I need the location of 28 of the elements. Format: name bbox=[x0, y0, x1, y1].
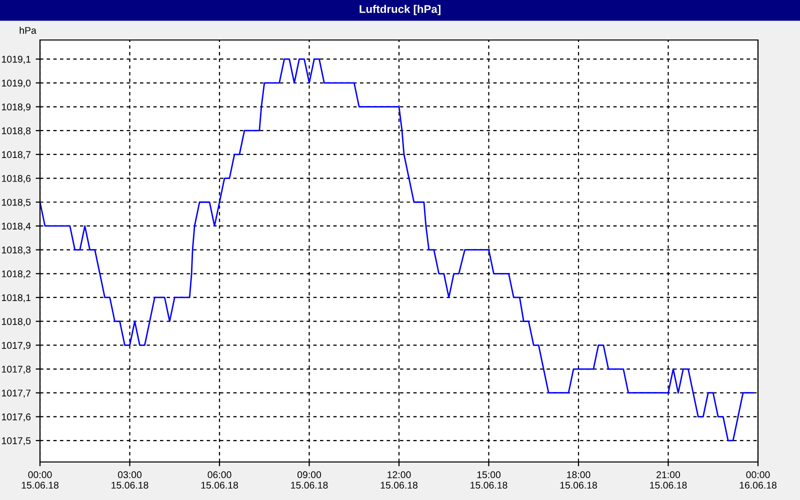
x-tick-label: 03:00 15.06.18 bbox=[112, 471, 148, 489]
y-tick-label: 1018,8 bbox=[2, 127, 31, 136]
y-tick-label: 1017,5 bbox=[2, 437, 31, 446]
x-tick-label: 00:00 16.06.18 bbox=[740, 471, 776, 489]
x-tick-label: 06:00 15.06.18 bbox=[201, 471, 238, 489]
x-tick-label: 15:00 15.06.18 bbox=[470, 471, 508, 489]
y-tick-label: 1018,4 bbox=[2, 222, 31, 231]
x-tick-label: 12:00 15.06.18 bbox=[380, 471, 418, 489]
y-tick-label: 1018,2 bbox=[2, 270, 30, 278]
y-tick-label: 1018,5 bbox=[2, 198, 31, 207]
x-tick-label: 18:00 15.06.18 bbox=[560, 471, 597, 489]
x-tick-label: 21:00 15.06.18 bbox=[650, 471, 687, 489]
y-tick-label: 1018,9 bbox=[2, 103, 31, 112]
y-tick-label: 1017,8 bbox=[2, 366, 31, 374]
y-tick-label: 1018,6 bbox=[2, 175, 31, 184]
y-tick-label: 1017,7 bbox=[2, 390, 30, 398]
y-tick-label: 1019,0 bbox=[2, 80, 31, 88]
y-axis-title: hPa bbox=[20, 26, 36, 34]
y-tick-label: 1017,6 bbox=[2, 413, 31, 422]
y-tick-label: 1019,1 bbox=[2, 56, 30, 64]
y-tick-label: 1018,3 bbox=[2, 246, 31, 255]
x-tick-label: 09:00 15.06.18 bbox=[291, 471, 328, 489]
y-tick-label: 1018,7 bbox=[2, 151, 30, 160]
y-tick-label: 1018,0 bbox=[2, 318, 31, 326]
x-tick-label: 00:00 15.06.18 bbox=[22, 471, 58, 489]
chart-title: Luftdruck [hPa] bbox=[360, 4, 440, 16]
y-tick-label: 1017,9 bbox=[2, 342, 31, 350]
y-tick-label: 1018,1 bbox=[2, 294, 30, 302]
